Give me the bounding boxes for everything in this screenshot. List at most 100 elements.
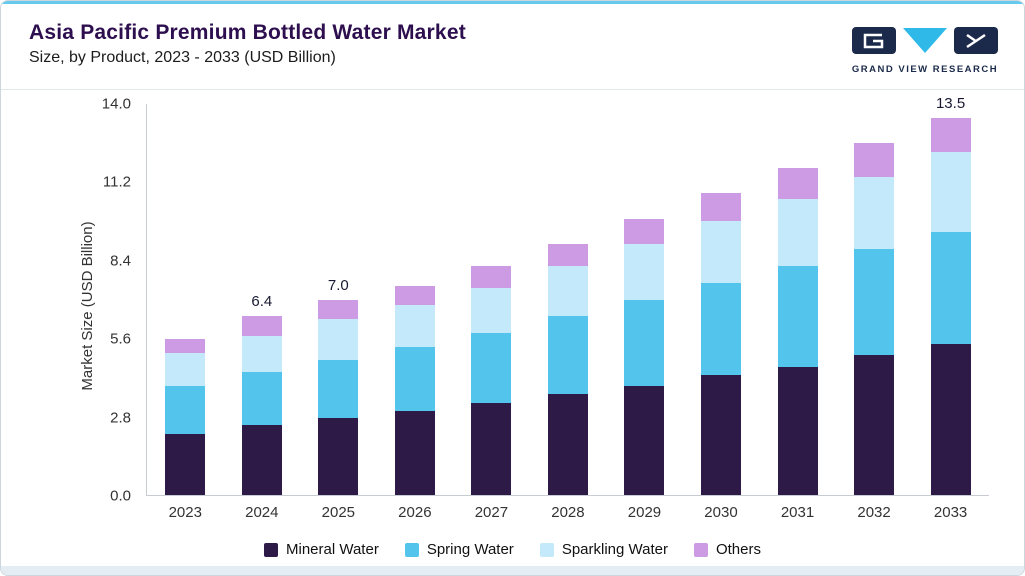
bar-segment-sparkling-water — [241, 335, 282, 373]
gvr-logo-marks — [852, 27, 998, 54]
legend-label-sparkling-water: Sparkling Water — [561, 541, 668, 558]
gvr-logo-text: GRAND VIEW RESEARCH — [851, 64, 999, 75]
bar-2029: 2029 — [624, 104, 665, 521]
bar-segment-spring-water — [241, 372, 282, 426]
y-tick-label: 2.8 — [110, 409, 131, 427]
y-tick-label: 8.4 — [110, 252, 131, 270]
legend-label-mineral-water: Mineral Water — [286, 541, 379, 558]
legend-label-spring-water: Spring Water — [426, 541, 514, 558]
x-axis-label: 2028 — [551, 504, 585, 521]
y-tick-label: 5.6 — [110, 330, 131, 348]
x-axis-label: 2024 — [245, 504, 279, 521]
bar-segment-spring-water — [854, 249, 895, 356]
bar-segment-spring-water — [547, 316, 588, 395]
bar-segment-sparkling-water — [777, 198, 818, 266]
bar-total-label: 13.5 — [935, 94, 966, 112]
bar-2026: 2026 — [394, 104, 435, 521]
x-axis-label: 2032 — [857, 504, 891, 521]
bar-segment-others — [777, 168, 818, 199]
bar-segment-spring-water — [777, 266, 818, 367]
bar-2024: 6.4 2024 — [241, 104, 282, 521]
bar-2023: 2023 — [165, 104, 206, 521]
bar-segment-sparkling-water — [624, 243, 665, 300]
bar-segment-sparkling-water — [930, 151, 971, 233]
bar-segment-others — [700, 193, 741, 222]
bar-2031: 2031 — [777, 104, 818, 521]
x-axis-label: 2030 — [704, 504, 738, 521]
bar-2030: 2030 — [700, 104, 741, 521]
bar-segment-mineral-water — [624, 386, 665, 495]
legend-label-others: Others — [715, 541, 761, 558]
chart-legend: Mineral Water Spring Water Sparkling Water… — [1, 541, 1024, 558]
legend-swatch-others — [693, 542, 708, 557]
y-tick-label: 11.2 — [102, 173, 131, 191]
x-axis-label: 2031 — [780, 504, 815, 521]
bar-segment-mineral-water — [700, 374, 741, 495]
bar-total-label: 7.0 — [327, 276, 349, 294]
bar-segment-others — [394, 285, 435, 306]
bar-segment-mineral-water — [471, 402, 512, 495]
bar-2033: 13.5 2033 — [930, 95, 971, 521]
legend-item-others: Others — [693, 541, 761, 558]
x-axis-label: 2029 — [627, 504, 662, 521]
x-axis-label: 2023 — [168, 504, 202, 521]
bar-segment-others — [624, 218, 665, 244]
plot-area: 2023 6.4 2024 7.0 2025 2026 2027 2028 2029 2030 20… — [146, 95, 989, 521]
legend-item-mineral-water: Mineral Water — [264, 541, 379, 558]
bar-segment-spring-water — [165, 386, 206, 434]
bar-2028: 2028 — [547, 104, 588, 521]
bar-segment-sparkling-water — [700, 221, 741, 283]
bar-segment-mineral-water — [241, 425, 282, 495]
gvr-logo: GRAND VIEW RESEARCH — [851, 26, 999, 75]
top-accent-line — [1, 1, 1024, 4]
chart-title: Asia Pacific Premium Bottled Water Marke… — [29, 21, 466, 44]
y-tick-label: 14.0 — [101, 95, 131, 113]
bar-segment-spring-water — [624, 299, 665, 387]
bar-segment-others — [241, 316, 282, 336]
header-titles: Asia Pacific Premium Bottled Water Marke… — [29, 21, 466, 67]
header: Asia Pacific Premium Bottled Water Marke… — [1, 4, 1024, 90]
legend-swatch-spring-water — [404, 542, 419, 557]
bar-segment-mineral-water — [854, 355, 895, 495]
x-axis-label: 2026 — [398, 504, 432, 521]
bar-segment-others — [854, 143, 895, 177]
bar-segment-others — [165, 338, 206, 353]
bar-segment-sparkling-water — [318, 319, 359, 360]
bar-2025: 7.0 2025 — [318, 104, 359, 521]
bar-segment-sparkling-water — [854, 176, 895, 250]
bar-segment-sparkling-water — [394, 305, 435, 347]
bar-segment-mineral-water — [394, 411, 435, 495]
legend-item-spring-water: Spring Water — [404, 541, 514, 558]
bar-segment-sparkling-water — [471, 288, 512, 334]
legend-swatch-mineral-water — [264, 542, 279, 557]
bar-segment-others — [547, 243, 588, 267]
bottom-strip — [1, 566, 1024, 575]
bar-segment-mineral-water — [318, 418, 359, 495]
y-axis-ticks: 0.0 2.8 5.6 8.4 11.2 14.0 — [89, 96, 139, 505]
bar-2032: 2032 — [854, 104, 895, 521]
bar-segment-mineral-water — [777, 366, 818, 495]
bar-segment-mineral-water — [930, 344, 971, 495]
bar-segment-others — [318, 299, 359, 320]
bar-2027: 2027 — [471, 104, 512, 521]
bar-segment-sparkling-water — [547, 266, 588, 317]
chart-subtitle: Size, by Product, 2023 - 2033 (USD Billi… — [29, 49, 336, 66]
y-tick-label: 0.0 — [110, 487, 131, 505]
x-axis-label: 2025 — [321, 504, 356, 521]
bar-total-label: 6.4 — [251, 293, 273, 311]
bar-segment-spring-water — [471, 333, 512, 403]
bar-segment-mineral-water — [165, 433, 206, 495]
bar-segment-spring-water — [394, 346, 435, 412]
bar-segment-sparkling-water — [165, 352, 206, 387]
bar-segment-mineral-water — [547, 394, 588, 495]
bar-segment-spring-water — [930, 232, 971, 345]
bar-segment-others — [471, 266, 512, 289]
bar-segment-spring-water — [700, 282, 741, 375]
x-axis-label: 2033 — [933, 504, 968, 521]
x-axis-label: 2027 — [474, 504, 509, 521]
legend-item-sparkling-water: Sparkling Water — [539, 541, 668, 558]
legend-swatch-sparkling-water — [539, 542, 554, 557]
bar-segment-spring-water — [318, 359, 359, 419]
bar-segment-others — [930, 118, 971, 152]
